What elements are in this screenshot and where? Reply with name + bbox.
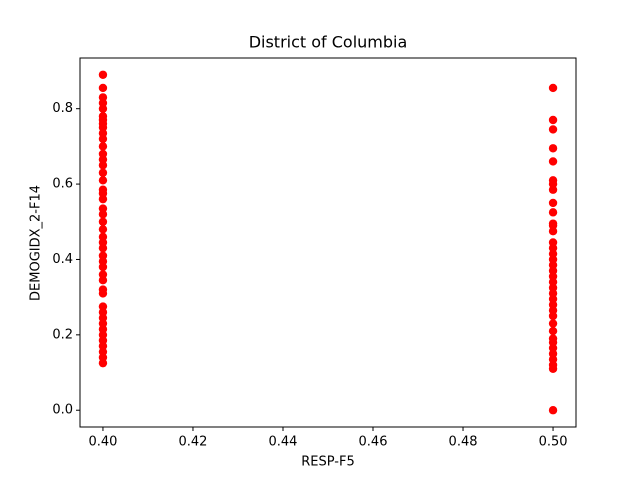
point	[98, 275, 108, 285]
point	[98, 225, 108, 234]
point	[98, 210, 108, 219]
y-axis-label: DEMOGIDX_2-F14	[29, 185, 44, 301]
x-tick-label: 0.46	[359, 435, 388, 450]
x-tick-label: 0.50	[539, 435, 568, 450]
point	[98, 104, 108, 113]
point	[98, 194, 108, 204]
x-axis-label: RESP-F5	[301, 455, 355, 470]
y-tick-label: 0.8	[52, 101, 73, 116]
y-tick-label: 0.4	[52, 252, 73, 267]
point	[548, 319, 558, 328]
point	[98, 83, 108, 93]
point	[98, 176, 108, 185]
point	[548, 326, 558, 336]
point	[98, 217, 108, 226]
point	[548, 125, 558, 134]
x-tick-label: 0.44	[269, 435, 298, 450]
y-tick-label: 0.0	[52, 403, 73, 418]
y-tick-label: 0.6	[52, 177, 73, 192]
y-tick-label: 0.2	[52, 327, 73, 342]
point	[98, 161, 108, 170]
point	[98, 168, 108, 177]
chart-title: District of Columbia	[249, 33, 408, 52]
x-tick-label: 0.42	[178, 435, 207, 450]
point	[548, 226, 558, 236]
point	[548, 115, 558, 125]
point	[548, 208, 558, 217]
point	[98, 70, 108, 79]
x-tick-label: 0.48	[449, 435, 478, 450]
point	[548, 83, 558, 93]
x-tick-label: 0.40	[88, 435, 117, 450]
point	[548, 198, 558, 208]
point	[98, 134, 108, 144]
plot-frame	[79, 57, 577, 428]
point	[98, 243, 108, 253]
point	[548, 185, 558, 194]
point	[548, 406, 558, 415]
point	[548, 311, 558, 321]
point	[98, 262, 108, 272]
point	[98, 142, 108, 151]
point	[548, 157, 558, 166]
point	[98, 289, 108, 298]
point	[548, 144, 558, 153]
point	[98, 358, 108, 368]
point	[548, 364, 558, 373]
